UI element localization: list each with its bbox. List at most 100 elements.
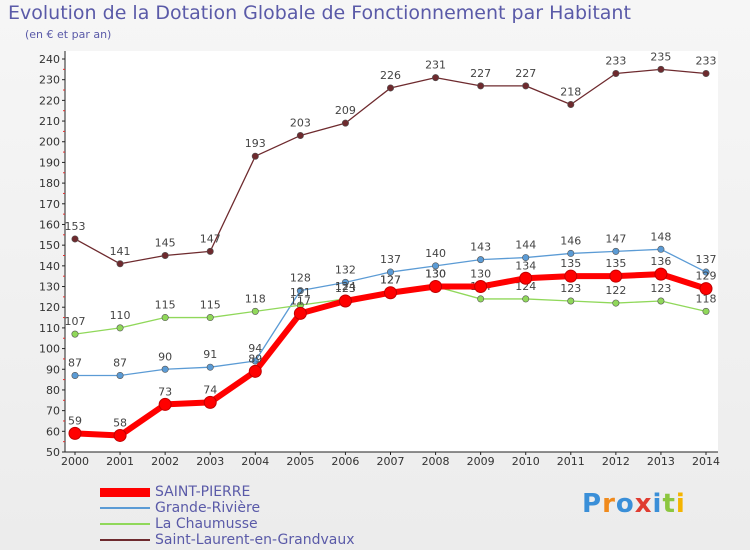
data-label: 127 <box>380 274 401 287</box>
data-label: 231 <box>425 59 446 72</box>
data-label: 148 <box>650 230 671 243</box>
legend-label: La Chaumusse <box>155 516 258 532</box>
data-label: 124 <box>335 280 356 293</box>
legend-item-saint-pierre: SAINT-PIERRE <box>100 484 355 500</box>
data-label: 107 <box>65 315 86 328</box>
logo-letter: r <box>602 489 616 519</box>
data-label: 226 <box>380 69 401 82</box>
y-tick-label: 230 <box>39 74 60 87</box>
y-tick-label: 80 <box>46 384 60 397</box>
data-point <box>116 324 124 332</box>
y-tick-label: 130 <box>39 281 60 294</box>
data-point <box>161 252 169 260</box>
data-label: 130 <box>425 268 446 281</box>
y-tick-label: 60 <box>46 425 60 438</box>
x-tick-label: 2006 <box>331 455 359 468</box>
data-point <box>341 278 349 286</box>
data-point <box>519 271 533 285</box>
data-point <box>338 294 352 308</box>
data-point <box>522 82 530 90</box>
data-point <box>296 132 304 140</box>
data-point <box>699 282 713 296</box>
data-point <box>432 262 440 270</box>
data-label: 91 <box>203 348 217 361</box>
data-label: 147 <box>605 232 626 245</box>
legend-label: Saint-Laurent-en-Grandvaux <box>155 532 355 548</box>
data-point <box>702 69 710 77</box>
data-label: 209 <box>335 104 356 117</box>
data-point <box>477 295 485 303</box>
data-point <box>161 365 169 373</box>
legend: SAINT-PIERRE Grande-Rivière La Chaumusse… <box>100 484 355 548</box>
data-label: 137 <box>380 253 401 266</box>
y-tick-label: 70 <box>46 405 60 418</box>
legend-item-grande-riviere: Grande-Rivière <box>100 500 355 516</box>
data-label: 144 <box>515 239 536 252</box>
data-point <box>161 314 169 322</box>
data-label: 89 <box>248 352 262 365</box>
y-tick-label: 150 <box>39 239 60 252</box>
data-label: 130 <box>470 268 491 281</box>
y-tick-label: 180 <box>39 177 60 190</box>
data-point <box>206 314 214 322</box>
data-point <box>386 84 394 92</box>
legend-swatch-la-chaumusse <box>100 523 150 525</box>
data-label: 87 <box>68 356 82 369</box>
legend-label: SAINT-PIERRE <box>155 484 251 500</box>
y-tick-label: 160 <box>39 218 60 231</box>
y-tick-label: 90 <box>46 363 60 376</box>
data-point <box>564 269 578 283</box>
data-point <box>116 371 124 379</box>
x-tick-label: 2002 <box>151 455 179 468</box>
x-tick-label: 2008 <box>422 455 450 468</box>
logo-letter: t <box>662 489 676 519</box>
data-label: 227 <box>470 67 491 80</box>
data-point <box>71 330 79 338</box>
data-point <box>702 268 710 276</box>
y-tick-label: 110 <box>39 322 60 335</box>
data-label: 115 <box>200 299 221 312</box>
data-label: 134 <box>515 259 536 272</box>
data-point <box>702 307 710 315</box>
data-point <box>296 287 304 295</box>
data-label: 74 <box>203 383 217 396</box>
x-tick-label: 2001 <box>106 455 134 468</box>
y-tick-label: 50 <box>46 446 60 459</box>
y-tick-label: 210 <box>39 115 60 128</box>
legend-item-la-chaumusse: La Chaumusse <box>100 516 355 532</box>
data-label: 147 <box>200 232 221 245</box>
data-point <box>612 69 620 77</box>
y-tick-label: 220 <box>39 94 60 107</box>
data-label: 227 <box>515 67 536 80</box>
x-tick-label: 2013 <box>647 455 675 468</box>
data-label: 118 <box>696 292 717 305</box>
data-label: 235 <box>650 50 671 63</box>
data-point <box>293 306 307 320</box>
data-point <box>251 307 259 315</box>
x-tick-label: 2010 <box>512 455 540 468</box>
data-label: 146 <box>560 234 581 247</box>
y-tick-label: 200 <box>39 136 60 149</box>
data-label: 118 <box>245 292 266 305</box>
x-tick-label: 2004 <box>241 455 269 468</box>
legend-swatch-saint-pierre <box>100 487 150 497</box>
data-point <box>567 297 575 305</box>
chart-subtitle: (en € et par an) <box>25 28 112 41</box>
legend-swatch-grande-riviere <box>100 507 150 509</box>
data-label: 90 <box>158 350 172 363</box>
data-point <box>657 65 665 73</box>
data-point <box>657 245 665 253</box>
data-point <box>657 297 665 305</box>
data-label: 87 <box>113 356 127 369</box>
data-label: 122 <box>605 284 626 297</box>
data-label: 132 <box>335 263 356 276</box>
data-point <box>654 267 668 281</box>
data-point <box>432 74 440 82</box>
data-point <box>477 82 485 90</box>
x-tick-label: 2007 <box>377 455 405 468</box>
data-label: 123 <box>650 282 671 295</box>
data-label: 135 <box>560 257 581 270</box>
data-label: 153 <box>65 220 86 233</box>
